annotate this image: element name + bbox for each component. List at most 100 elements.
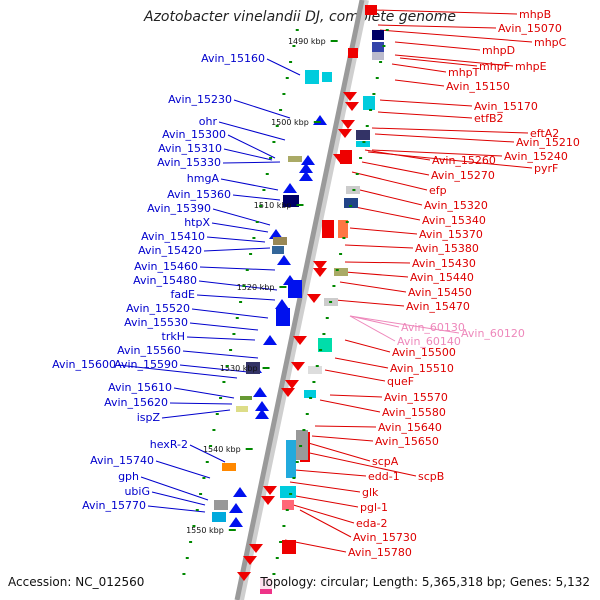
gene-block <box>304 390 316 398</box>
label-leader-line <box>344 271 409 278</box>
gene-label-mhpb: mhpB <box>519 8 551 21</box>
gene-label-avin-15740: Avin_15740 <box>90 454 154 467</box>
gene-label-avin-15160: Avin_15160 <box>201 52 265 65</box>
label-leader-line <box>186 336 256 341</box>
label-leader-line <box>117 364 238 379</box>
reverse-gene-arrow <box>338 129 352 138</box>
label-leader-line <box>334 357 389 369</box>
gene-block <box>356 130 370 140</box>
gene-label-avin-15650: Avin_15650 <box>375 435 439 448</box>
tick-label: 1550 kbp <box>186 526 224 535</box>
forward-gene-arrow <box>253 387 267 397</box>
tick-label: 1510 kbp <box>254 201 292 210</box>
accession-text: Accession: NC_012560 <box>8 575 145 589</box>
gene-label-mhpf: mhpF <box>479 60 510 73</box>
gene-label-avin-15210: Avin_15210 <box>516 136 580 149</box>
reverse-gene-arrow <box>249 544 263 553</box>
label-leader-line <box>151 491 206 506</box>
label-leader-line <box>399 57 478 67</box>
gene-label-avin-15330: Avin_15330 <box>157 156 221 169</box>
label-leader-line <box>199 266 276 271</box>
label-leader-line <box>227 134 276 159</box>
reverse-gene-block <box>365 5 377 15</box>
forward-gene-block <box>288 280 302 298</box>
rna-label-avin-60120: Avin_60120 <box>461 327 525 340</box>
label-leader-line <box>391 63 447 73</box>
label-leader-line <box>289 503 355 524</box>
gene-block <box>222 463 236 471</box>
gene-label-avin-15310: Avin_15310 <box>158 142 222 155</box>
label-leader-line <box>367 151 533 169</box>
gene-label-mhpt: mhpT <box>448 66 480 79</box>
gene-label-scpb: scpB <box>418 470 444 483</box>
gene-label-avin-15570: Avin_15570 <box>384 391 448 404</box>
label-leader-line <box>351 171 428 191</box>
tick-label: 1500 kbp <box>271 118 309 127</box>
label-leader-line <box>289 494 359 508</box>
gene-block <box>322 72 332 82</box>
gene-label-avin-15580: Avin_15580 <box>382 406 446 419</box>
reverse-gene-arrow <box>263 486 277 495</box>
gene-label-mhpc: mhpC <box>534 36 567 49</box>
gene-label-etfb2: etfB2 <box>474 112 504 125</box>
gene-block <box>305 70 319 84</box>
gene-block <box>214 500 228 510</box>
reverse-gene-arrow <box>313 268 327 277</box>
gene-label-avin-15150: Avin_15150 <box>446 80 510 93</box>
genome-summary-text: Topology: circular; Length: 5,365,318 bp… <box>258 575 592 589</box>
gene-block <box>363 96 375 110</box>
reverse-gene-arrow <box>307 294 321 303</box>
label-leader-line <box>220 178 279 191</box>
forward-gene-arrow <box>283 183 297 193</box>
map-title: Azotobacter vinelandii DJ, complete geno… <box>144 9 456 25</box>
forward-gene-arrow <box>275 299 289 309</box>
backbone-shadow <box>238 0 369 600</box>
label-leader-line <box>379 29 533 43</box>
label-leader-line <box>371 149 503 157</box>
forward-gene-arrow <box>277 255 291 265</box>
label-leader-line <box>155 460 211 479</box>
gene-block <box>272 246 284 254</box>
label-leader-line <box>361 161 430 176</box>
label-leader-line <box>314 425 377 428</box>
gene-block <box>338 220 348 238</box>
gene-block <box>356 141 370 147</box>
gene-label-avin-15500: Avin_15500 <box>392 346 456 359</box>
label-leader-line <box>339 281 407 293</box>
gene-label-hexr-2: hexR-2 <box>150 438 188 451</box>
label-leader-line <box>349 315 396 342</box>
label-leader-line <box>349 315 400 328</box>
gene-label-avin-15470: Avin_15470 <box>406 300 470 313</box>
forward-gene-arrow <box>313 115 327 125</box>
forward-gene-arrow <box>299 163 313 173</box>
gene-label-efta2: eftA2 <box>530 127 559 140</box>
reverse-gene-arrow <box>261 496 275 505</box>
label-leader-line <box>266 58 301 76</box>
label-leader-line <box>179 364 249 373</box>
reverse-gene-arrow <box>345 102 359 111</box>
gene-label-htpx: htpX <box>184 216 210 229</box>
forward-gene-arrow <box>229 517 243 527</box>
label-leader-line <box>212 208 271 226</box>
gene-label-mhpd: mhpD <box>482 44 515 57</box>
gene-block <box>308 366 322 374</box>
reverse-gene-arrow <box>285 380 299 389</box>
gene-block <box>246 362 260 374</box>
forward-gene-arrow <box>269 229 283 239</box>
gene-label-avin-15770: Avin_15770 <box>82 499 146 512</box>
gene-label-avin-15480: Avin_15480 <box>133 274 197 287</box>
reverse-gene-arrow <box>343 92 357 101</box>
gene-label-pyrf: pyrF <box>534 162 558 175</box>
label-leader-line <box>374 133 515 143</box>
label-leader-line <box>161 409 231 419</box>
gene-label-efp: efp <box>429 184 447 197</box>
gene-label-avin-15340: Avin_15340 <box>422 214 486 227</box>
label-leader-line <box>223 148 273 161</box>
gene-label-ubig: ubiG <box>124 485 150 498</box>
gene-label-mhpe: mhpE <box>515 60 547 73</box>
gene-block <box>372 42 384 52</box>
label-leader-line <box>379 99 473 107</box>
gene-label-eda-2: eda-2 <box>356 517 387 530</box>
